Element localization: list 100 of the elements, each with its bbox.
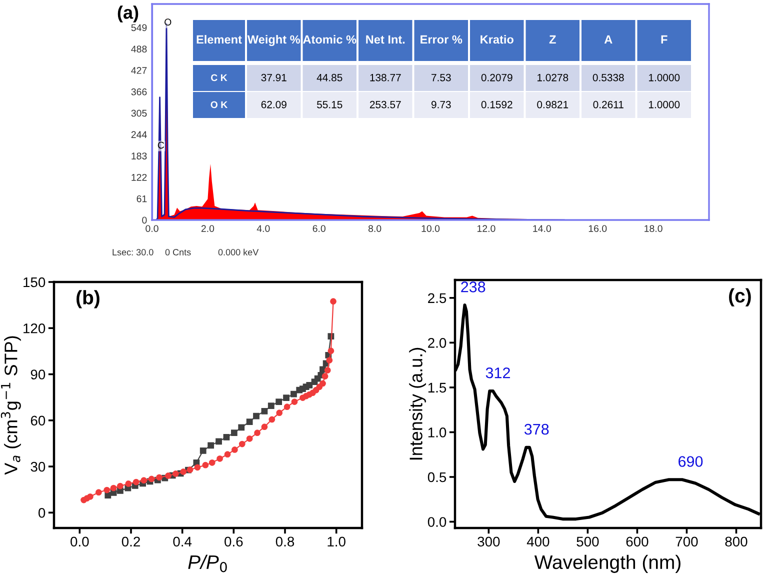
category-label: Z (549, 35, 556, 44)
chart-title: (b) (76, 290, 100, 308)
annotation: O (164, 18, 172, 26)
x-tick-label: 12.0 (477, 225, 496, 232)
y-tick-label: 30 (30, 462, 46, 472)
point (253, 412, 260, 420)
annotation: 378 (524, 424, 549, 435)
annotation: 690 (678, 456, 703, 467)
point (328, 348, 334, 354)
point (140, 477, 148, 484)
point (238, 440, 246, 448)
point (254, 430, 260, 436)
point (320, 380, 326, 387)
point (194, 464, 201, 471)
x-tick-label: 2.0 (201, 225, 214, 232)
point (276, 410, 283, 416)
x-tick-label: 10.0 (422, 225, 440, 232)
text: 62.09 (261, 100, 286, 108)
text: 253.57 (370, 100, 401, 108)
text: 0.1592 (481, 100, 512, 108)
y-tick-label: 427 (131, 67, 147, 74)
y-tick-label: 0 (38, 508, 46, 518)
x-tick-label: 400 (526, 536, 550, 547)
point (104, 492, 112, 498)
point (291, 398, 298, 405)
text: 0.9821 (537, 100, 568, 108)
annotation: 312 (486, 367, 510, 378)
point (232, 446, 238, 453)
annotation: C (158, 142, 164, 149)
x-tick-label: 0.2 (122, 536, 140, 547)
x-tick-label: 6.0 (312, 225, 326, 232)
text: 0.5338 (592, 74, 624, 82)
point (132, 478, 140, 486)
point (208, 459, 216, 466)
y-tick-label: 90 (30, 370, 46, 380)
x-tick-label: 0.8 (276, 536, 294, 547)
text: 1.0278 (537, 74, 568, 82)
x-tick-label: 1.0 (328, 536, 346, 547)
category-label: C K (211, 74, 228, 82)
x-tick-label: 500 (576, 536, 599, 547)
category-label: Atomic % (303, 35, 356, 44)
y-tick-label: 0.5 (428, 472, 446, 482)
point (290, 390, 297, 398)
y-tick-label: 183 (132, 152, 147, 160)
point (117, 487, 124, 494)
text: 1.0000 (648, 74, 680, 82)
point (216, 455, 223, 462)
y-tick-label: 61 (136, 195, 147, 202)
point (110, 484, 117, 492)
text: 44.85 (316, 74, 342, 82)
y-tick-label: 1.0 (428, 428, 446, 438)
category-label: Weight % (247, 34, 300, 46)
point (117, 482, 124, 490)
point (324, 367, 331, 374)
category-label: O K (210, 101, 228, 108)
chart-title: (c) (729, 288, 751, 306)
point (268, 402, 274, 409)
point (284, 404, 290, 410)
text: 0.2079 (481, 74, 512, 82)
point (276, 398, 282, 405)
x-tick-label: 700 (676, 536, 698, 547)
point (172, 470, 179, 477)
x-tick-label: 300 (478, 536, 500, 547)
point (180, 468, 187, 475)
y-tick-label: 488 (131, 46, 147, 52)
text: 0.000 keV (218, 248, 259, 256)
x-tick-label: 0.0 (146, 225, 158, 232)
y-tick-label: 305 (131, 110, 147, 117)
y-axis-title: Intensity (a.u.) (409, 348, 426, 460)
x-tick-label: 800 (725, 536, 748, 547)
point (322, 373, 328, 380)
y-tick-label: 120 (24, 323, 46, 334)
point (283, 394, 290, 401)
point (165, 472, 172, 479)
point (148, 476, 155, 482)
y-tick-label: 549 (131, 24, 147, 32)
text: 0 Cnts (165, 249, 191, 256)
x-axis-title: P/P$_{0}$ (188, 554, 227, 572)
text: Lsec: 30.0 (112, 249, 154, 256)
point (306, 382, 313, 388)
x-tick-label: 600 (626, 536, 648, 547)
x-tick-label: 8.0 (368, 225, 382, 232)
chart-title: (a) (118, 6, 138, 22)
point (238, 424, 245, 431)
y-tick-label: 0.0 (428, 517, 446, 527)
point (200, 447, 206, 454)
annotation: 238 (461, 282, 486, 292)
point (216, 438, 222, 445)
category-label: A (604, 35, 612, 44)
text: Element (196, 35, 242, 44)
y-axis-title: V$_{a}$ (cm$^{3}$g$^{−1}$ STP) (0, 336, 21, 475)
point (326, 357, 333, 364)
y-tick-label: 150 (24, 277, 46, 288)
point (246, 418, 253, 425)
point (86, 493, 94, 500)
x-tick-label: 16.0 (588, 225, 607, 232)
y-tick-label: 244 (131, 131, 147, 138)
y-tick-label: 60 (30, 416, 46, 426)
text: 9.73 (431, 100, 451, 108)
point (261, 424, 268, 430)
